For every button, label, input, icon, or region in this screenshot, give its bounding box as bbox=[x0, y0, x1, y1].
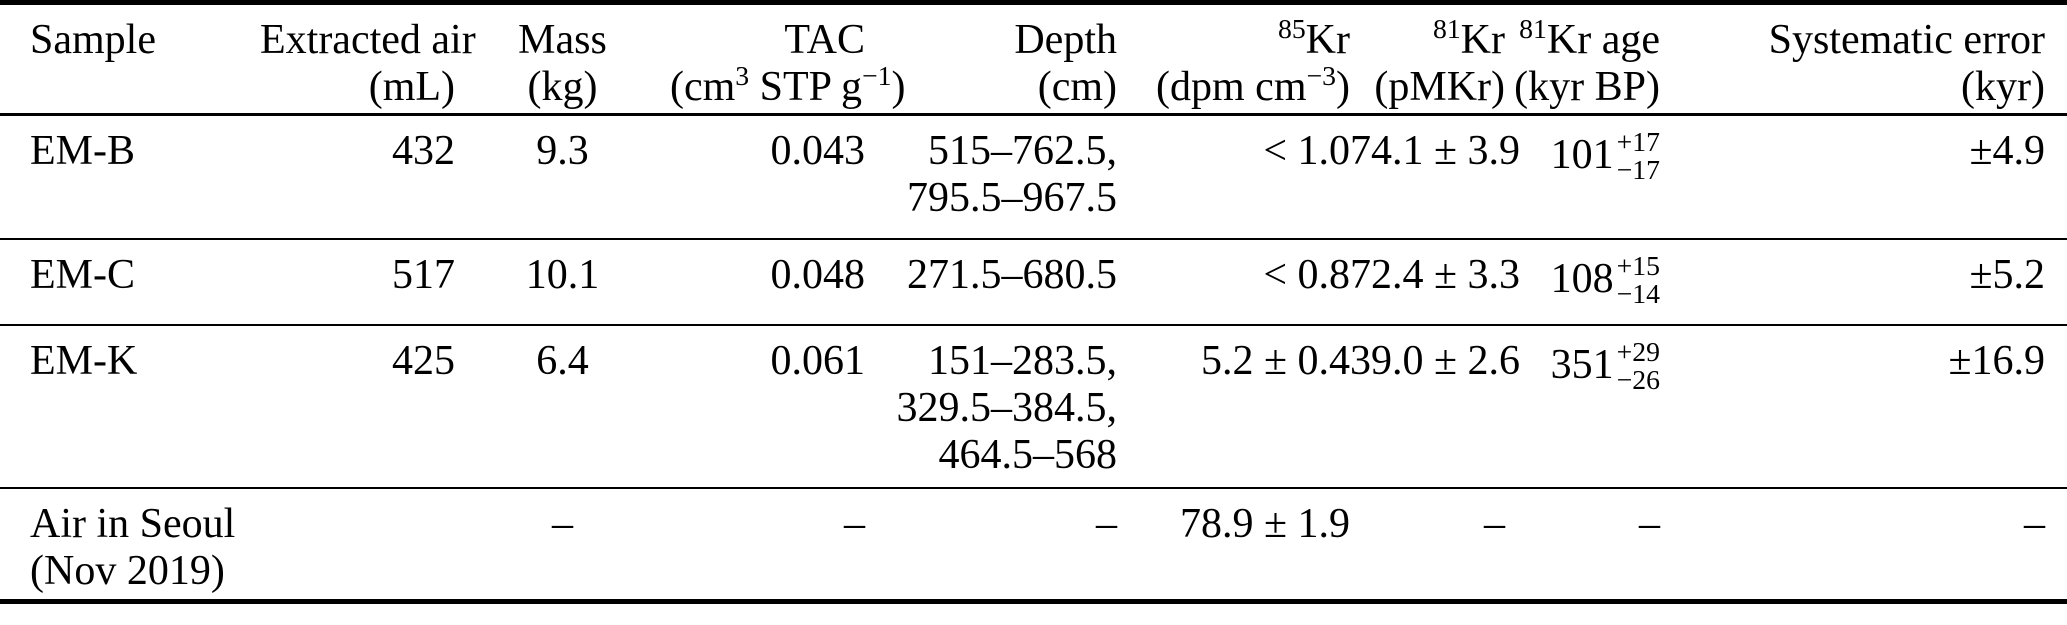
col-label-sample: Sample bbox=[30, 17, 156, 63]
cell-systematic-error: ±5.2 bbox=[1969, 251, 2045, 298]
cell-kr81: 72.4 ± 3.3 bbox=[1350, 251, 1521, 298]
cell-sample: Air in Seoul (Nov 2019) bbox=[0, 488, 260, 602]
depth-line: 151–283.5, bbox=[928, 337, 1117, 384]
cell-depth: 271.5–680.5 bbox=[865, 239, 1117, 325]
cell-kr81-age: 351 +29 −26 bbox=[1505, 325, 1660, 488]
col-unit-extracted-air: (mL) bbox=[368, 64, 455, 110]
cell-kr81: 74.1 ± 3.9 bbox=[1350, 128, 1521, 174]
cell-kr85: < 1.0 bbox=[1263, 128, 1350, 174]
col-header-kr85: 85Kr (dpm cm−3) bbox=[1117, 3, 1350, 115]
cell-systematic-error: ±16.9 bbox=[1948, 337, 2045, 384]
col-header-extracted-air: Extracted air (mL) bbox=[260, 3, 476, 115]
cell-extracted-air: 432 bbox=[392, 128, 455, 174]
cell-kr85: < 0.8 bbox=[1263, 251, 1350, 298]
table-row-air-in-seoul: Air in Seoul (Nov 2019) – – – 78.9 ± 1.9… bbox=[0, 487, 2067, 602]
asymmetric-uncertainty: +17 −17 bbox=[1616, 126, 1660, 186]
cell-tac: – bbox=[844, 500, 865, 547]
cell-mass: – bbox=[552, 500, 573, 547]
cell-kr81: – bbox=[1484, 500, 1505, 547]
cell-kr85: 78.9 ± 1.9 bbox=[1179, 500, 1350, 547]
cell-tac: 0.048 bbox=[770, 251, 866, 298]
cell-sample: EM-K bbox=[30, 337, 138, 384]
cell-extracted-air: 517 bbox=[392, 251, 455, 298]
col-unit-depth: (cm) bbox=[1037, 64, 1117, 110]
col-unit-systematic-error: (kyr) bbox=[1961, 64, 2045, 110]
asymmetric-uncertainty: +15 −14 bbox=[1616, 249, 1660, 309]
depth-line: 329.5–384.5, bbox=[896, 384, 1118, 431]
col-unit-tac: (cm3 STP g−1) bbox=[670, 59, 906, 110]
cell-kr81-age: – bbox=[1639, 500, 1660, 547]
col-header-kr81: 81Kr (pMKr) bbox=[1350, 3, 1505, 115]
depth-line: 515–762.5, bbox=[928, 128, 1117, 174]
depth-line: 271.5–680.5 bbox=[907, 251, 1117, 298]
depth-line: 464.5–568 bbox=[938, 431, 1118, 478]
col-header-systematic-error: Systematic error (kyr) bbox=[1660, 3, 2067, 115]
table-row-em-c: EM-C 517 10.1 0.048 271.5–680.5 < 0.8 72… bbox=[0, 238, 2067, 325]
col-unit-kr85: (dpm cm−3) bbox=[1156, 59, 1350, 110]
table-row-em-b: EM-B 432 9.3 0.043 515–762.5, 795.5–967.… bbox=[0, 115, 2067, 239]
cell-kr85: 5.2 ± 0.4 bbox=[1200, 337, 1350, 384]
col-unit-mass: (kg) bbox=[527, 64, 598, 110]
age-value: 101 bbox=[1550, 132, 1614, 179]
cell-mass: 6.4 bbox=[536, 337, 589, 384]
cell-sample: EM-C bbox=[30, 251, 135, 298]
cell-tac: 0.043 bbox=[770, 128, 866, 174]
cell-depth: – bbox=[865, 488, 1117, 602]
depth-line: – bbox=[1096, 500, 1117, 547]
cell-extracted-air: 425 bbox=[392, 337, 455, 384]
sample-line: (Nov 2019) bbox=[30, 547, 225, 594]
col-unit-kr81: (pMKr) bbox=[1374, 64, 1505, 110]
col-label-systematic-error: Systematic error bbox=[1768, 17, 2045, 63]
col-label-tac: TAC bbox=[784, 17, 865, 63]
cell-tac: 0.061 bbox=[770, 337, 866, 384]
asymmetric-uncertainty: +29 −26 bbox=[1616, 335, 1660, 395]
cell-systematic-error: ±4.9 bbox=[1969, 128, 2045, 174]
cell-kr81-age: 108 +15 −14 bbox=[1505, 239, 1660, 325]
col-header-tac: TAC (cm3 STP g−1) bbox=[670, 3, 906, 115]
cell-extracted-air bbox=[260, 488, 455, 602]
col-label-mass: Mass bbox=[518, 17, 607, 63]
sample-line: Air in Seoul bbox=[30, 500, 236, 547]
col-unit-kr81-age: (kyr BP) bbox=[1514, 64, 1660, 110]
col-label-kr81-age: 81Kr age bbox=[1519, 12, 1660, 63]
age-value: 108 bbox=[1550, 255, 1614, 302]
cell-kr81: 39.0 ± 2.6 bbox=[1350, 337, 1521, 384]
col-header-mass: Mass (kg) bbox=[455, 3, 670, 115]
cell-mass: 10.1 bbox=[525, 251, 600, 298]
table-row-em-k: EM-K 425 6.4 0.061 151–283.5, 329.5–384.… bbox=[0, 324, 2067, 488]
col-label-depth: Depth bbox=[1014, 17, 1117, 63]
header-row: Sample Extracted air (mL) Mass (kg) TAC … bbox=[0, 3, 2067, 115]
col-label-extracted-air: Extracted air bbox=[260, 17, 476, 63]
age-value: 351 bbox=[1550, 341, 1614, 388]
col-header-sample: Sample bbox=[0, 3, 260, 115]
cell-mass: 9.3 bbox=[536, 128, 589, 174]
col-label-kr85: 85Kr bbox=[1277, 12, 1350, 63]
depth-line: 795.5–967.5 bbox=[907, 175, 1117, 221]
cell-depth: 151–283.5, 329.5–384.5, 464.5–568 bbox=[865, 325, 1118, 488]
cell-systematic-error: – bbox=[2024, 500, 2045, 547]
cell-kr81-age: 101 +17 −17 bbox=[1505, 115, 1660, 239]
col-header-depth: Depth (cm) bbox=[865, 3, 1117, 115]
results-table: Sample Extracted air (mL) Mass (kg) TAC … bbox=[0, 0, 2067, 604]
cell-sample: EM-B bbox=[30, 128, 135, 174]
cell-depth: 515–762.5, 795.5–967.5 bbox=[865, 115, 1117, 239]
col-header-kr81-age: 81Kr age (kyr BP) bbox=[1505, 3, 1660, 115]
col-label-kr81: 81Kr bbox=[1432, 12, 1505, 63]
